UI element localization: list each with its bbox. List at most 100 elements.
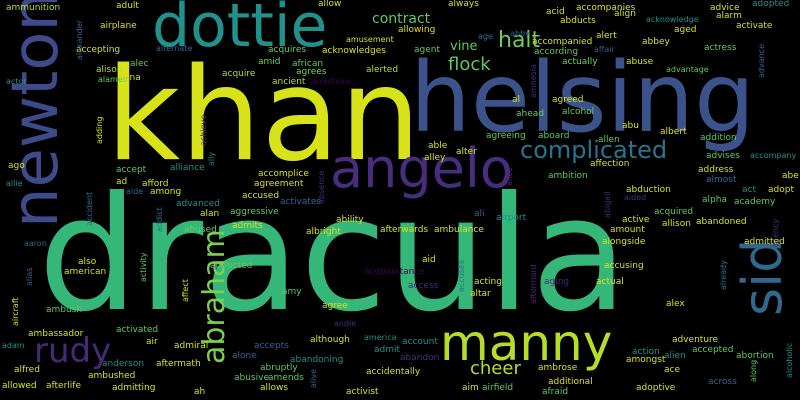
word-aftermath: aftermath [156,359,201,369]
word-accompanies: accompanies [576,3,636,13]
word-alex: alex [666,299,685,309]
word-amid: amid [258,57,281,67]
word-act: act [742,185,756,195]
word-adoptive: adoptive [636,383,676,393]
word-khan: khan [106,41,421,190]
word-alice: alice [505,167,514,186]
word-adopt: adopt [768,185,794,195]
word-almost: almost [706,175,737,185]
word-alamein: alamein [98,75,131,84]
word-alcoholic: alcoholic [785,342,794,378]
word-allen: allen [598,135,620,145]
word-alarm: alarm [716,11,742,21]
word-admiral: admiral [174,341,209,351]
word-amusement: amusement [346,35,394,44]
word-affect: affect [181,279,190,302]
word-andie: andie [334,319,357,328]
word-allowed: allowed [2,381,37,391]
word-amongst: amongst [626,355,666,365]
word-accepts: accepts [254,341,289,351]
word-able: able [428,141,448,151]
word-aaron: aaron [24,239,47,248]
word-advises: advises [706,151,740,161]
word-accomplice: accomplice [258,169,309,179]
word-newton: newton [0,0,73,228]
word-address: address [698,165,734,175]
word-alternate: alternate [156,44,193,53]
word-ago: ago [8,161,25,171]
word-ambition: ambition [548,171,588,181]
word-airfield: airfield [482,383,514,393]
word-access: access [408,281,439,291]
word-accidentally: accidentally [366,367,421,377]
word-alan: alan [200,209,220,219]
word-across: across [708,377,737,387]
word-alerted: alerted [366,65,399,75]
word-alpha: alpha [702,195,727,205]
word-manny: manny [440,314,613,372]
word-agent: agent [414,45,440,55]
word-alias: alias [25,267,34,286]
word-abused: abused [184,225,217,235]
word-agreeing: agreeing [486,131,526,141]
word-alongside: alongside [602,237,646,247]
word-amends: amends [268,373,304,383]
word-align: align [614,9,636,19]
word-acid: acid [546,7,565,17]
word-academy: academy [734,197,776,207]
word-abandoned: abandoned [696,217,747,227]
word-abuse: abuse [626,57,654,67]
word-alexander: alexander [75,20,84,60]
word-angelo: angelo [330,137,513,200]
word-also: also [78,257,97,267]
word-among: among [150,187,182,197]
word-afterlife: afterlife [46,381,81,391]
word-account: account [402,337,438,347]
word-admitted: admitted [744,237,785,247]
word-altar: altar [470,289,491,299]
word-acknowledges: acknowledges [322,46,386,56]
word-amy: amy [282,287,302,297]
word-airport: airport [496,213,527,223]
word-rudy: rudy [34,331,112,371]
word-aftermard: aftermard [529,264,538,304]
word-accept: accept [116,165,147,175]
word-accident: accident [85,191,94,226]
word-addict: addict [155,207,164,232]
word-ahead: ahead [516,109,544,119]
word-america: america [364,333,397,342]
word-aided: aided [624,193,647,202]
word-acquired: acquired [654,207,694,217]
word-acquire: acquire [222,69,256,79]
word-aim: aim [462,383,479,393]
word-ambrose: ambrose [538,363,578,373]
word-already: already [719,260,728,290]
word-ambulance: ambulance [434,225,484,235]
word-complicated: complicated [520,136,668,164]
word-activate: activate [736,21,773,31]
word-allow: allow [318,0,342,9]
word-ancient: ancient [272,77,306,87]
word-flock: flock [448,54,491,75]
word-action: action [632,347,660,357]
word-activity: activity [139,252,148,283]
word-abby: abby [510,29,530,38]
word-abusive: abusive [234,373,269,383]
word-afford: afford [142,179,169,189]
word-ally: ally [207,151,216,166]
word-actor: actor [6,77,27,86]
word-abandon: abandon [400,353,440,363]
word-alliance: alliance [170,163,205,173]
word-dracula: dracula [38,163,628,347]
word-agrees: agrees [296,67,327,77]
word-affection: affection [590,159,630,169]
word-acquires: acquires [268,45,307,55]
word-abruptly: abruptly [260,363,298,373]
word-aboard: aboard [538,131,570,141]
word-american: american [64,267,107,277]
word-accuses: accuses [457,259,466,292]
word-accompanied: accompanied [532,37,593,47]
word-activates: activates [280,197,322,207]
word-actual: actual [596,277,624,287]
word-ad: ad [116,177,128,187]
